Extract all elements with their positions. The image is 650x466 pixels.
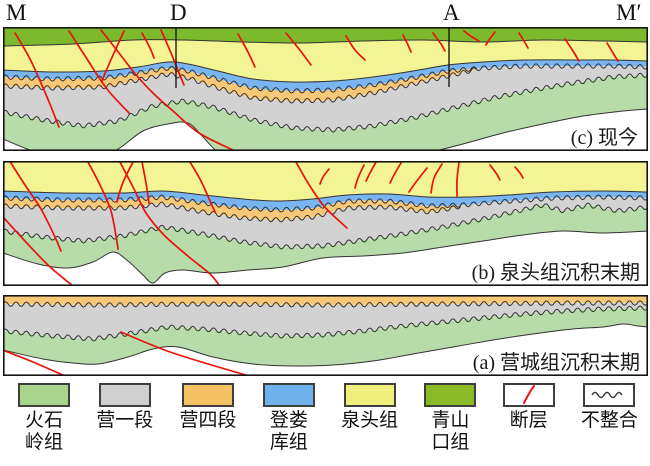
unconformity-glyph-icon [591,391,624,399]
legend: 火石 岭组 营一段 营四段 登娄 库组 [0,383,650,455]
unconformity-lines [3,194,648,250]
panel-a-caption: (a) 营城组沉积末期 [472,352,640,374]
well-lines [175,27,450,88]
legend-item-unconformity: 不整合 [581,383,638,455]
panel-b-quantou-end: (b) 泉头组沉积末期 [3,161,648,286]
legend-item-qingshankou: 青山 口组 [424,383,477,455]
panel-c-caption: (c) 现今 [570,127,638,149]
legend-label-quantou: 泉头组 [341,410,399,431]
panel-border [3,27,648,151]
legend-swatch-fault [502,383,555,407]
unconformity-lines [3,300,648,342]
legend-item-yingsiduan: 营四段 [180,383,237,455]
cross-section-c [3,27,648,151]
section-marker-m-prime: M′ [616,0,642,25]
legend-swatch-denglouku [262,383,315,407]
cross-section-a [3,295,648,376]
fault-lines [14,29,619,151]
legend-swatch-yingsiduan [182,383,235,407]
fault-glyph-icon [522,385,535,404]
legend-swatch-qingshankou [424,383,477,407]
legend-label-qingshankou: 青山 口组 [431,410,470,454]
legend-label-unconformity: 不整合 [580,410,638,431]
legend-swatch-huoshiling [18,383,70,407]
legend-label-yingsiduan: 营四段 [179,410,237,431]
legend-swatch-quantou [343,383,396,407]
fault-lines [4,331,250,376]
panel-b-caption: (b) 泉头组沉积末期 [471,262,640,284]
legend-swatch-yingyiduan [98,383,151,407]
legend-item-yingyiduan: 营一段 [96,383,153,455]
strata-layers [3,296,648,367]
unconformity-lines [3,63,648,133]
section-marker-well-a: A [443,0,460,25]
conformable-contacts [3,190,648,284]
panel-border [3,295,648,376]
panel-border [3,161,648,286]
cross-section-b [3,161,648,286]
legend-label-huoshiling: 火石 岭组 [24,410,63,454]
conformable-contacts [3,39,648,151]
section-marker-m: M [6,0,27,25]
legend-label-denglouku: 登娄 库组 [269,410,308,454]
legend-item-huoshiling: 火石 岭组 [18,383,70,455]
legend-label-fault: 断层 [509,410,548,431]
panel-a-yingcheng-end: (a) 营城组沉积末期 [3,295,648,376]
fault-lines [3,161,524,286]
legend-swatch-unconformity [583,383,636,407]
conformable-contacts [3,323,648,367]
legend-item-fault: 断层 [502,383,555,455]
legend-item-denglouku: 登娄 库组 [262,383,315,455]
legend-label-yingyiduan: 营一段 [96,410,154,431]
panel-c-present-day: (c) 现今 [3,27,648,151]
legend-item-quantou: 泉头组 [341,383,398,455]
section-marker-well-d: D [170,0,187,25]
